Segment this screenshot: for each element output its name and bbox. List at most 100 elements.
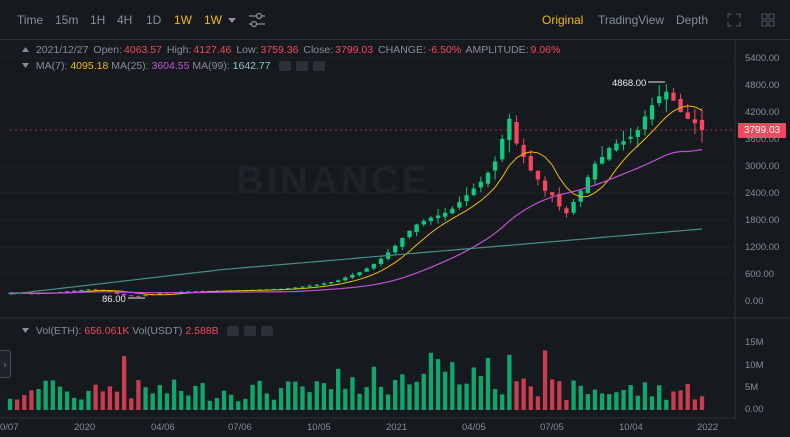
interval-4h[interactable]: 4H [117,13,133,27]
volume-bar [107,386,113,410]
volume-bar [535,396,541,410]
volume-bar [378,386,384,410]
volume-bar [229,394,234,410]
vol-eth-label: Vol(ETH): [35,325,82,337]
view-original[interactable]: Original [542,13,584,27]
volume-bar [122,356,127,410]
candle-body [143,295,148,297]
vol-usdt-value: 2.588B [185,325,219,337]
interval-1w[interactable]: 1W [174,13,192,27]
volume-bar [221,390,227,410]
grid-layout-icon[interactable] [761,13,775,30]
volume-bar [343,388,348,410]
volume-bar [300,386,305,410]
volume-bar [22,395,27,410]
eye-icon[interactable] [226,326,239,337]
chart-toolbar: Time 15m 1H 4H 1D 1W 1W Original Trading… [0,0,790,40]
time-tick: 10/05 [307,422,331,433]
volume-bar [264,393,269,410]
volume-bar [243,398,248,410]
expand-panel-tab[interactable]: › [0,350,11,378]
volume-bar [635,395,640,410]
volume-bar [435,359,441,410]
candle-body [557,193,562,207]
volume-bar [585,394,590,410]
close-icon[interactable] [312,61,325,72]
volume-bar [129,398,134,410]
volume-bar [143,387,148,410]
ma-info: MA(7): 4095.18 MA(25): 3604.55 MA(99): 1… [22,60,325,72]
candle-body [514,122,519,144]
volume-bar [507,354,512,410]
view-tradingview[interactable]: TradingView [598,13,665,27]
volume-bar [385,394,391,410]
collapse-caret-icon[interactable] [22,63,29,69]
vol-eth-value: 656.061K [84,325,130,337]
volume-bar [114,391,120,410]
close-icon[interactable] [260,326,273,337]
view-depth[interactable]: Depth [676,13,709,27]
ma99-value: 1642.77 [232,60,271,72]
volume-bar [592,389,598,410]
candle-body [300,286,305,288]
candle-body [114,291,120,294]
candle-body [614,143,619,151]
candle-body [457,202,462,208]
collapse-caret-icon[interactable] [22,328,29,334]
candle-body [307,285,312,287]
volume-bar [257,380,262,410]
settings-icon[interactable] [243,326,256,337]
volume-bar [578,385,583,410]
ma25-label: MA(25): [111,60,149,72]
volume-bar [471,367,476,410]
candle-body [136,295,141,297]
interval-1h[interactable]: 1H [90,13,106,27]
open-label: Open: [93,44,123,56]
ma7-line [9,105,703,296]
settings-sliders-icon[interactable] [248,12,266,31]
interval-time[interactable]: Time [17,13,44,27]
fullscreen-icon[interactable] [727,13,741,30]
volume-bar [557,381,562,410]
change-label: CHANGE: [378,44,426,56]
volume-bar [171,379,177,410]
candle-body [414,224,419,233]
volume-bar [571,380,576,410]
candle-body [599,157,605,164]
interval-dropdown[interactable]: 1W [204,13,237,27]
candle-body [336,280,341,282]
candle-body [671,92,676,101]
volume-bar [314,381,319,410]
candle-body [664,91,669,100]
candle-body [571,202,576,213]
volume-bar [307,392,312,410]
volume-bar [664,399,669,410]
volume-tick: 5M [745,382,759,393]
eye-icon[interactable] [278,61,291,72]
candle-body [407,230,412,237]
high-value: 4127.46 [193,44,232,56]
interval-15m[interactable]: 15m [55,13,79,27]
volume-bar [685,384,690,410]
exchange-watermark: BINANCE [236,160,431,202]
candle-body [371,264,376,269]
volume-bar [564,399,569,410]
volume-bar [407,384,412,410]
volume-bar [207,400,212,410]
collapse-caret-icon[interactable] [22,47,29,53]
candle-body [443,212,448,217]
candle-body [86,289,91,291]
settings-icon[interactable] [295,61,308,72]
candle-body [122,293,127,296]
time-tick: 04/05 [462,422,486,433]
volume-bar [136,380,141,410]
time-tick: 2022 [697,422,719,433]
volume-bar [236,401,241,410]
candle-body [492,161,498,171]
volume-bar [428,352,434,410]
candle-body [64,291,70,293]
volume-bar [100,391,105,410]
interval-1d[interactable]: 1D [146,13,162,27]
candle-body [521,145,526,157]
